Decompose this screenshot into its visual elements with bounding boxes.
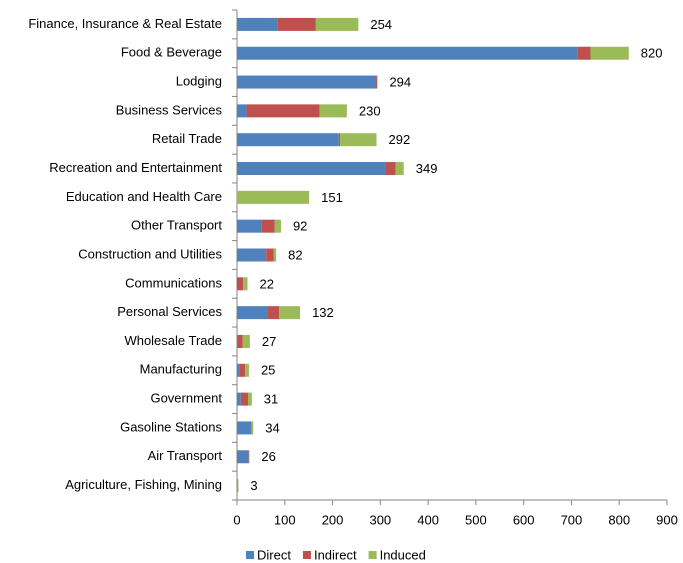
bar-segment: [237, 392, 241, 406]
y-tick-label: Construction and Utilities: [78, 246, 222, 261]
bar-segment: [237, 17, 278, 31]
bar-segment: [247, 392, 252, 406]
x-tick-label: 700: [561, 512, 583, 527]
bar-segment: [237, 450, 249, 464]
x-tick-label: 400: [417, 512, 439, 527]
bar-segment: [237, 190, 310, 204]
bar-segment: [240, 392, 248, 406]
bar-segment: [251, 421, 254, 435]
total-label: 349: [416, 161, 438, 176]
legend-swatch: [368, 551, 377, 559]
bar-segment: [237, 277, 244, 291]
total-label: 22: [260, 276, 274, 291]
bar-segment: [237, 363, 240, 377]
total-label: 254: [370, 17, 392, 32]
bar-segment: [237, 479, 239, 493]
bar-segment: [315, 17, 359, 31]
bar-segment: [274, 219, 281, 233]
y-tick-label: Wholesale Trade: [124, 333, 222, 348]
y-tick-label: Food & Beverage: [121, 45, 222, 60]
total-label: 151: [321, 190, 343, 205]
y-tick-label: Agriculture, Fishing, Mining: [65, 477, 222, 492]
y-tick-label: Gasoline Stations: [120, 419, 222, 434]
legend-label: Induced: [380, 547, 426, 562]
y-tick-label: Personal Services: [117, 304, 222, 319]
total-label: 27: [262, 334, 276, 349]
total-label: 25: [261, 363, 275, 378]
y-tick-label: Retail Trade: [152, 131, 222, 146]
legend-swatch: [302, 551, 311, 559]
legend-swatch: [246, 551, 254, 559]
y-tick-label: Finance, Insurance & Real Estate: [28, 16, 222, 31]
x-tick-label: 500: [465, 512, 487, 527]
total-label: 3: [250, 478, 257, 493]
y-tick-label: Government: [150, 391, 222, 406]
total-label: 34: [265, 420, 279, 435]
bar-segment: [277, 17, 316, 31]
bar-segment: [319, 104, 347, 118]
x-tick-label: 800: [608, 512, 630, 527]
bar-segment: [237, 306, 268, 320]
x-tick-label: 0: [233, 512, 240, 527]
bar-segment: [237, 219, 262, 233]
y-tick-label: Business Services: [116, 102, 223, 117]
bar-segment: [237, 104, 247, 118]
bar-segment: [242, 334, 250, 348]
bar-segment: [237, 334, 243, 348]
bar-segment: [237, 162, 386, 176]
y-tick-label: Manufacturing: [140, 362, 222, 377]
y-tick-label: Recreation and Entertainment: [49, 160, 222, 175]
x-tick-label: 200: [322, 512, 344, 527]
x-tick-label: 600: [513, 512, 535, 527]
x-tick-label: 100: [274, 512, 296, 527]
bar-segment: [237, 75, 377, 89]
y-tick-label: Education and Health Care: [66, 189, 222, 204]
bar-segment: [243, 277, 248, 291]
legend-label: Indirect: [314, 547, 357, 562]
total-label: 92: [293, 219, 307, 234]
total-label: 292: [389, 132, 411, 147]
bar-segment: [376, 75, 377, 89]
bar-segment: [338, 133, 341, 147]
bar-segment: [266, 248, 274, 262]
bar-segment: [577, 46, 591, 60]
total-label: 26: [261, 449, 275, 464]
legend-label: Direct: [257, 547, 291, 562]
x-tick-label: 900: [656, 512, 678, 527]
bar-segment: [273, 248, 277, 262]
y-tick-label: Other Transport: [131, 218, 222, 233]
total-label: 230: [359, 103, 381, 118]
bar-segment: [267, 306, 280, 320]
bar-segment: [237, 334, 238, 348]
bar-segment: [340, 133, 377, 147]
bar-segment: [237, 133, 339, 147]
bar-segment: [261, 219, 275, 233]
bar-segment: [279, 306, 301, 320]
y-tick-label: Lodging: [176, 73, 222, 88]
total-label: 820: [641, 46, 663, 61]
x-tick-label: 300: [369, 512, 391, 527]
y-tick-label: Communications: [125, 275, 222, 290]
total-label: 31: [264, 392, 278, 407]
bar-segment: [245, 363, 249, 377]
total-label: 82: [288, 247, 302, 262]
bar-segment: [385, 162, 396, 176]
bar-segment: [237, 421, 252, 435]
bar-segment: [237, 248, 267, 262]
y-tick-label: Air Transport: [148, 448, 223, 463]
bar-segment: [239, 363, 246, 377]
total-label: 294: [389, 74, 411, 89]
total-label: 132: [312, 305, 334, 320]
bar-segment: [246, 104, 320, 118]
bar-segment: [395, 162, 404, 176]
bar-segment: [590, 46, 629, 60]
bar-segment: [237, 46, 578, 60]
